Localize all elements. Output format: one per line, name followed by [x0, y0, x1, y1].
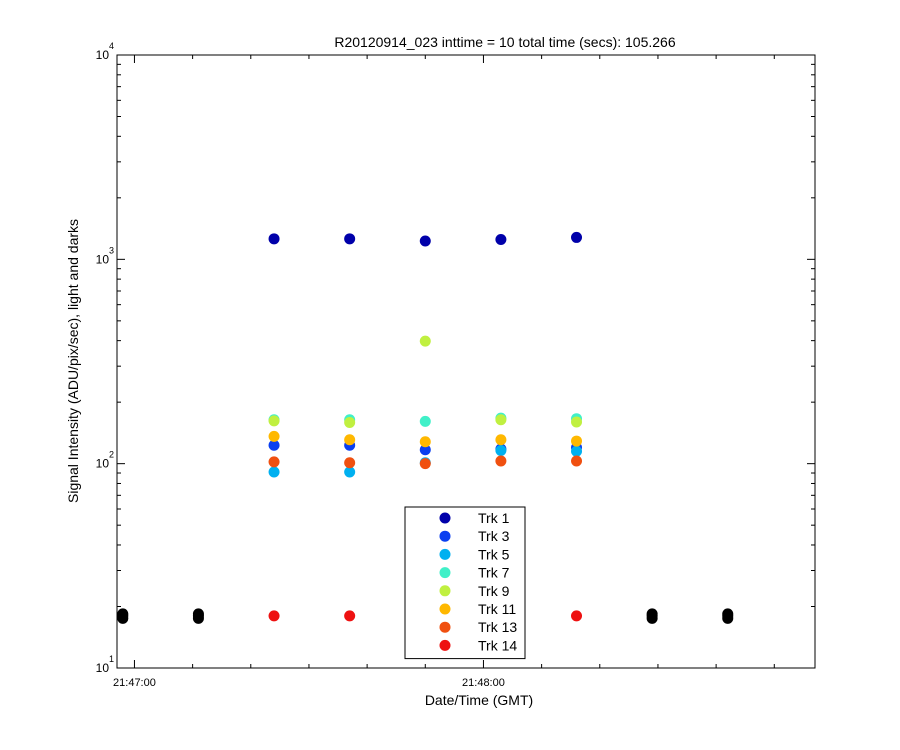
x-tick-label: 21:48:00: [462, 677, 505, 689]
y-tick-exponent: 1: [109, 654, 114, 664]
data-point: [419, 436, 431, 448]
y-axis-label: Signal Intensity (ADU/pix/sec), light an…: [65, 219, 81, 503]
data-point: [268, 439, 280, 451]
dark-points: [117, 608, 734, 624]
data-point: [268, 610, 280, 622]
legend-label: Trk 11: [478, 601, 516, 617]
y-tick-label: 10: [96, 457, 110, 471]
legend-label: Trk 7: [478, 565, 510, 581]
data-point: [268, 430, 280, 442]
y-tick-exponent: 2: [109, 450, 114, 460]
data-point: [495, 455, 507, 467]
data-point: [344, 417, 356, 429]
data-point: [344, 610, 356, 622]
dark-point: [117, 608, 129, 620]
legend-marker: [439, 585, 451, 597]
legend-label: Trk 5: [478, 546, 510, 562]
dark-point: [646, 608, 658, 620]
y-tick-exponent: 4: [109, 41, 114, 51]
data-point: [495, 234, 507, 246]
data-point: [344, 457, 356, 469]
data-point: [419, 235, 431, 247]
data-point: [495, 414, 507, 426]
data-point: [344, 434, 356, 446]
legend-marker: [439, 530, 451, 542]
data-point: [571, 445, 583, 457]
data-point: [571, 610, 583, 622]
legend-label: Trk 14: [478, 637, 517, 653]
legend-label: Trk 3: [478, 528, 510, 544]
data-point: [571, 231, 583, 243]
data-point: [495, 434, 507, 446]
plot-frame: [116, 54, 816, 669]
data-point: [268, 233, 280, 245]
data-point: [495, 444, 507, 456]
legend-marker: [439, 548, 451, 560]
data-point: [419, 444, 431, 456]
chart-title: R20120914_023 inttime = 10 total time (s…: [334, 34, 675, 50]
data-point: [419, 458, 431, 470]
y-tick-label: 10: [96, 661, 110, 675]
legend-marker: [439, 603, 451, 615]
legend-marker: [439, 567, 451, 579]
dark-point: [722, 608, 734, 620]
x-axis-label: Date/Time (GMT): [425, 692, 533, 708]
legend-marker: [439, 512, 451, 524]
legend-marker: [439, 621, 451, 633]
data-point: [344, 233, 356, 245]
dark-point: [192, 608, 204, 620]
data-point: [419, 335, 431, 347]
x-tick-label: 21:47:00: [113, 677, 156, 689]
data-point: [344, 466, 356, 478]
y-tick-label: 10: [96, 48, 110, 62]
data-point: [571, 455, 583, 467]
data-points: [268, 231, 583, 622]
legend-box: [404, 506, 526, 660]
legend-label: Trk 9: [478, 583, 510, 599]
data-point: [571, 435, 583, 447]
y-tick-label: 10: [96, 252, 110, 266]
data-point: [268, 415, 280, 427]
legend-label: Trk 1: [478, 510, 510, 526]
data-point: [571, 416, 583, 428]
data-point: [419, 415, 431, 427]
legend-marker: [439, 639, 451, 651]
y-tick-exponent: 3: [109, 245, 114, 255]
legend-label: Trk 13: [478, 619, 517, 635]
data-point: [268, 466, 280, 478]
legend: Trk 1 Trk 3 Trk 5 Trk 7 Trk 9 Trk 11 Trk 13 Trk…: [404, 506, 526, 660]
data-point: [268, 456, 280, 468]
